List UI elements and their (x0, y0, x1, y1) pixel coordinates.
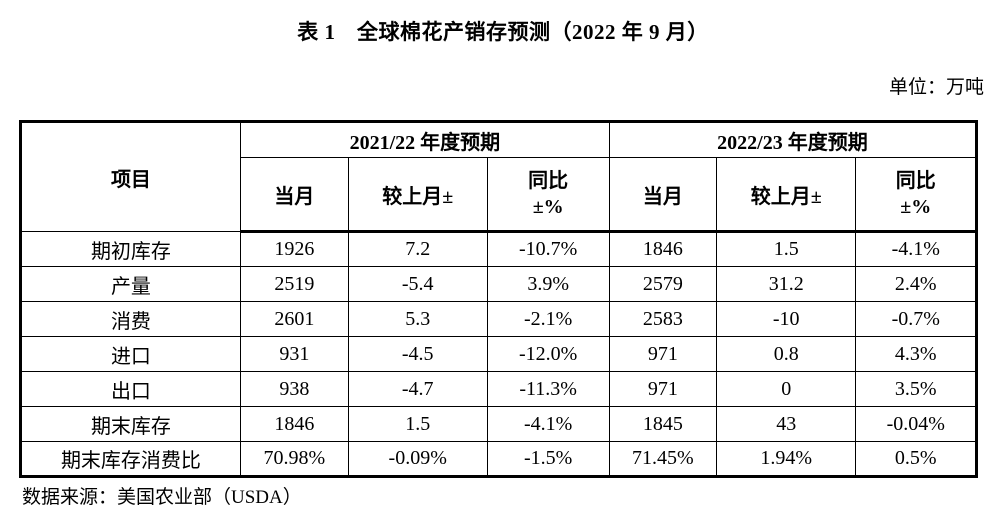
cell-2223-yoy: 4.3% (855, 336, 977, 372)
cell-2223-yoy: -0.7% (855, 301, 977, 337)
cell-2223-month: 1845 (608, 406, 717, 442)
cell-2223-vsprev: 31.2 (715, 266, 857, 302)
cell-2223-yoy: -0.04% (855, 406, 977, 442)
cell-2122-month: 2519 (239, 266, 349, 302)
cell-2122-month: 2601 (239, 301, 349, 337)
cell-2223-month: 971 (608, 371, 717, 407)
cell-2122-month: 931 (239, 336, 349, 372)
cell-2223-yoy: -4.1% (855, 231, 977, 267)
table-title: 表 1 全球棉花产销存预测（2022 年 9 月） (297, 20, 709, 44)
cell-2223-vsprev: 43 (715, 406, 857, 442)
row-label: 消费 (20, 301, 241, 337)
header-yoy-line2: ±% (532, 196, 564, 218)
cell-2122-month: 1926 (239, 231, 349, 267)
cell-2223-month: 2583 (608, 301, 717, 337)
cell-2223-month: 971 (608, 336, 717, 372)
cell-2223-month: 1846 (608, 231, 717, 267)
cell-2223-month: 71.45% (608, 441, 717, 477)
cell-2122-yoy: -11.3% (486, 371, 610, 407)
cell-2122-vsprev: -5.4 (347, 266, 488, 302)
table-row-import: 进口 931 -4.5 -12.0% 971 0.8 4.3% (20, 336, 977, 372)
row-label: 期末库存 (20, 406, 241, 442)
cell-2223-vsprev: 0 (715, 371, 857, 407)
header-item: 项目 (20, 121, 241, 232)
cell-2122-yoy: -4.1% (486, 406, 610, 442)
cell-2122-month: 1846 (239, 406, 349, 442)
table-row-export: 出口 938 -4.7 -11.3% 971 0 3.5% (20, 371, 977, 407)
cell-2122-yoy: 3.9% (486, 266, 610, 302)
header-sub-row: 当月 较上月± 同比 ±% 当月 较上月± 同比 ±% (21, 157, 977, 233)
cell-2122-yoy: -12.0% (486, 336, 610, 372)
header-yoy-2223: 同比 ±% (855, 157, 977, 233)
cell-2223-month: 2579 (608, 266, 717, 302)
header-month-2223: 当月 (608, 157, 717, 233)
header-group-2022-23: 2022/23 年度预期 (608, 121, 978, 158)
cell-2223-yoy: 3.5% (855, 371, 977, 407)
header-group-2021-22: 2021/22 年度预期 (239, 121, 610, 158)
cell-2223-vsprev: 0.8 (715, 336, 857, 372)
table-row-production: 产量 2519 -5.4 3.9% 2579 31.2 2.4% (20, 266, 977, 302)
cell-2122-vsprev: -0.09% (347, 441, 488, 477)
cell-2122-yoy: -2.1% (486, 301, 610, 337)
header-yoy-line1: 同比 (528, 170, 569, 192)
table-row-beginning-stock: 期初库存 1926 7.2 -10.7% 1846 1.5 -4.1% (20, 231, 977, 267)
table-row-stock-to-use-ratio: 期末库存消费比 70.98% -0.09% -1.5% 71.45% 1.94%… (20, 441, 977, 477)
unit-label: 单位：万吨 (888, 77, 984, 98)
cell-2122-vsprev: 1.5 (347, 406, 488, 442)
cell-2122-yoy: -10.7% (486, 231, 610, 267)
row-label: 出口 (20, 371, 241, 407)
cell-2223-yoy: 0.5% (855, 441, 977, 477)
header-yoy-line2: ±% (900, 196, 932, 218)
cell-2122-yoy: -1.5% (486, 441, 610, 477)
cell-2223-vsprev: 1.94% (715, 441, 857, 477)
cell-2122-vsprev: -4.7 (347, 371, 488, 407)
cell-2122-vsprev: 7.2 (347, 231, 488, 267)
row-label: 产量 (20, 266, 241, 302)
cotton-forecast-table: 项目 2021/22 年度预期 2022/23 年度预期 当月 较上月± 同比 … (19, 120, 978, 478)
header-yoy-line1: 同比 (895, 170, 936, 192)
header-vsprev-2122: 较上月± (347, 157, 488, 233)
table-row-consumption: 消费 2601 5.3 -2.1% 2583 -10 -0.7% (20, 301, 977, 337)
cell-2223-vsprev: -10 (715, 301, 857, 337)
table-row-ending-stock: 期末库存 1846 1.5 -4.1% 1845 43 -0.04% (20, 406, 977, 442)
cell-2223-vsprev: 1.5 (715, 231, 857, 267)
row-label: 期末库存消费比 (20, 441, 241, 477)
header-month-2122: 当月 (239, 157, 349, 233)
row-label: 进口 (20, 336, 241, 372)
cell-2122-vsprev: -4.5 (347, 336, 488, 372)
cell-2122-month: 70.98% (239, 441, 349, 477)
data-source: 数据来源：美国农业部（USDA） (22, 487, 302, 508)
row-label: 期初库存 (20, 231, 241, 267)
cell-2223-yoy: 2.4% (855, 266, 977, 302)
cell-2122-vsprev: 5.3 (347, 301, 488, 337)
header-vsprev-2223: 较上月± (715, 157, 857, 233)
cell-2122-month: 938 (239, 371, 349, 407)
header-group-row: 项目 2021/22 年度预期 2022/23 年度预期 (20, 121, 978, 232)
header-yoy-2122: 同比 ±% (486, 157, 610, 233)
